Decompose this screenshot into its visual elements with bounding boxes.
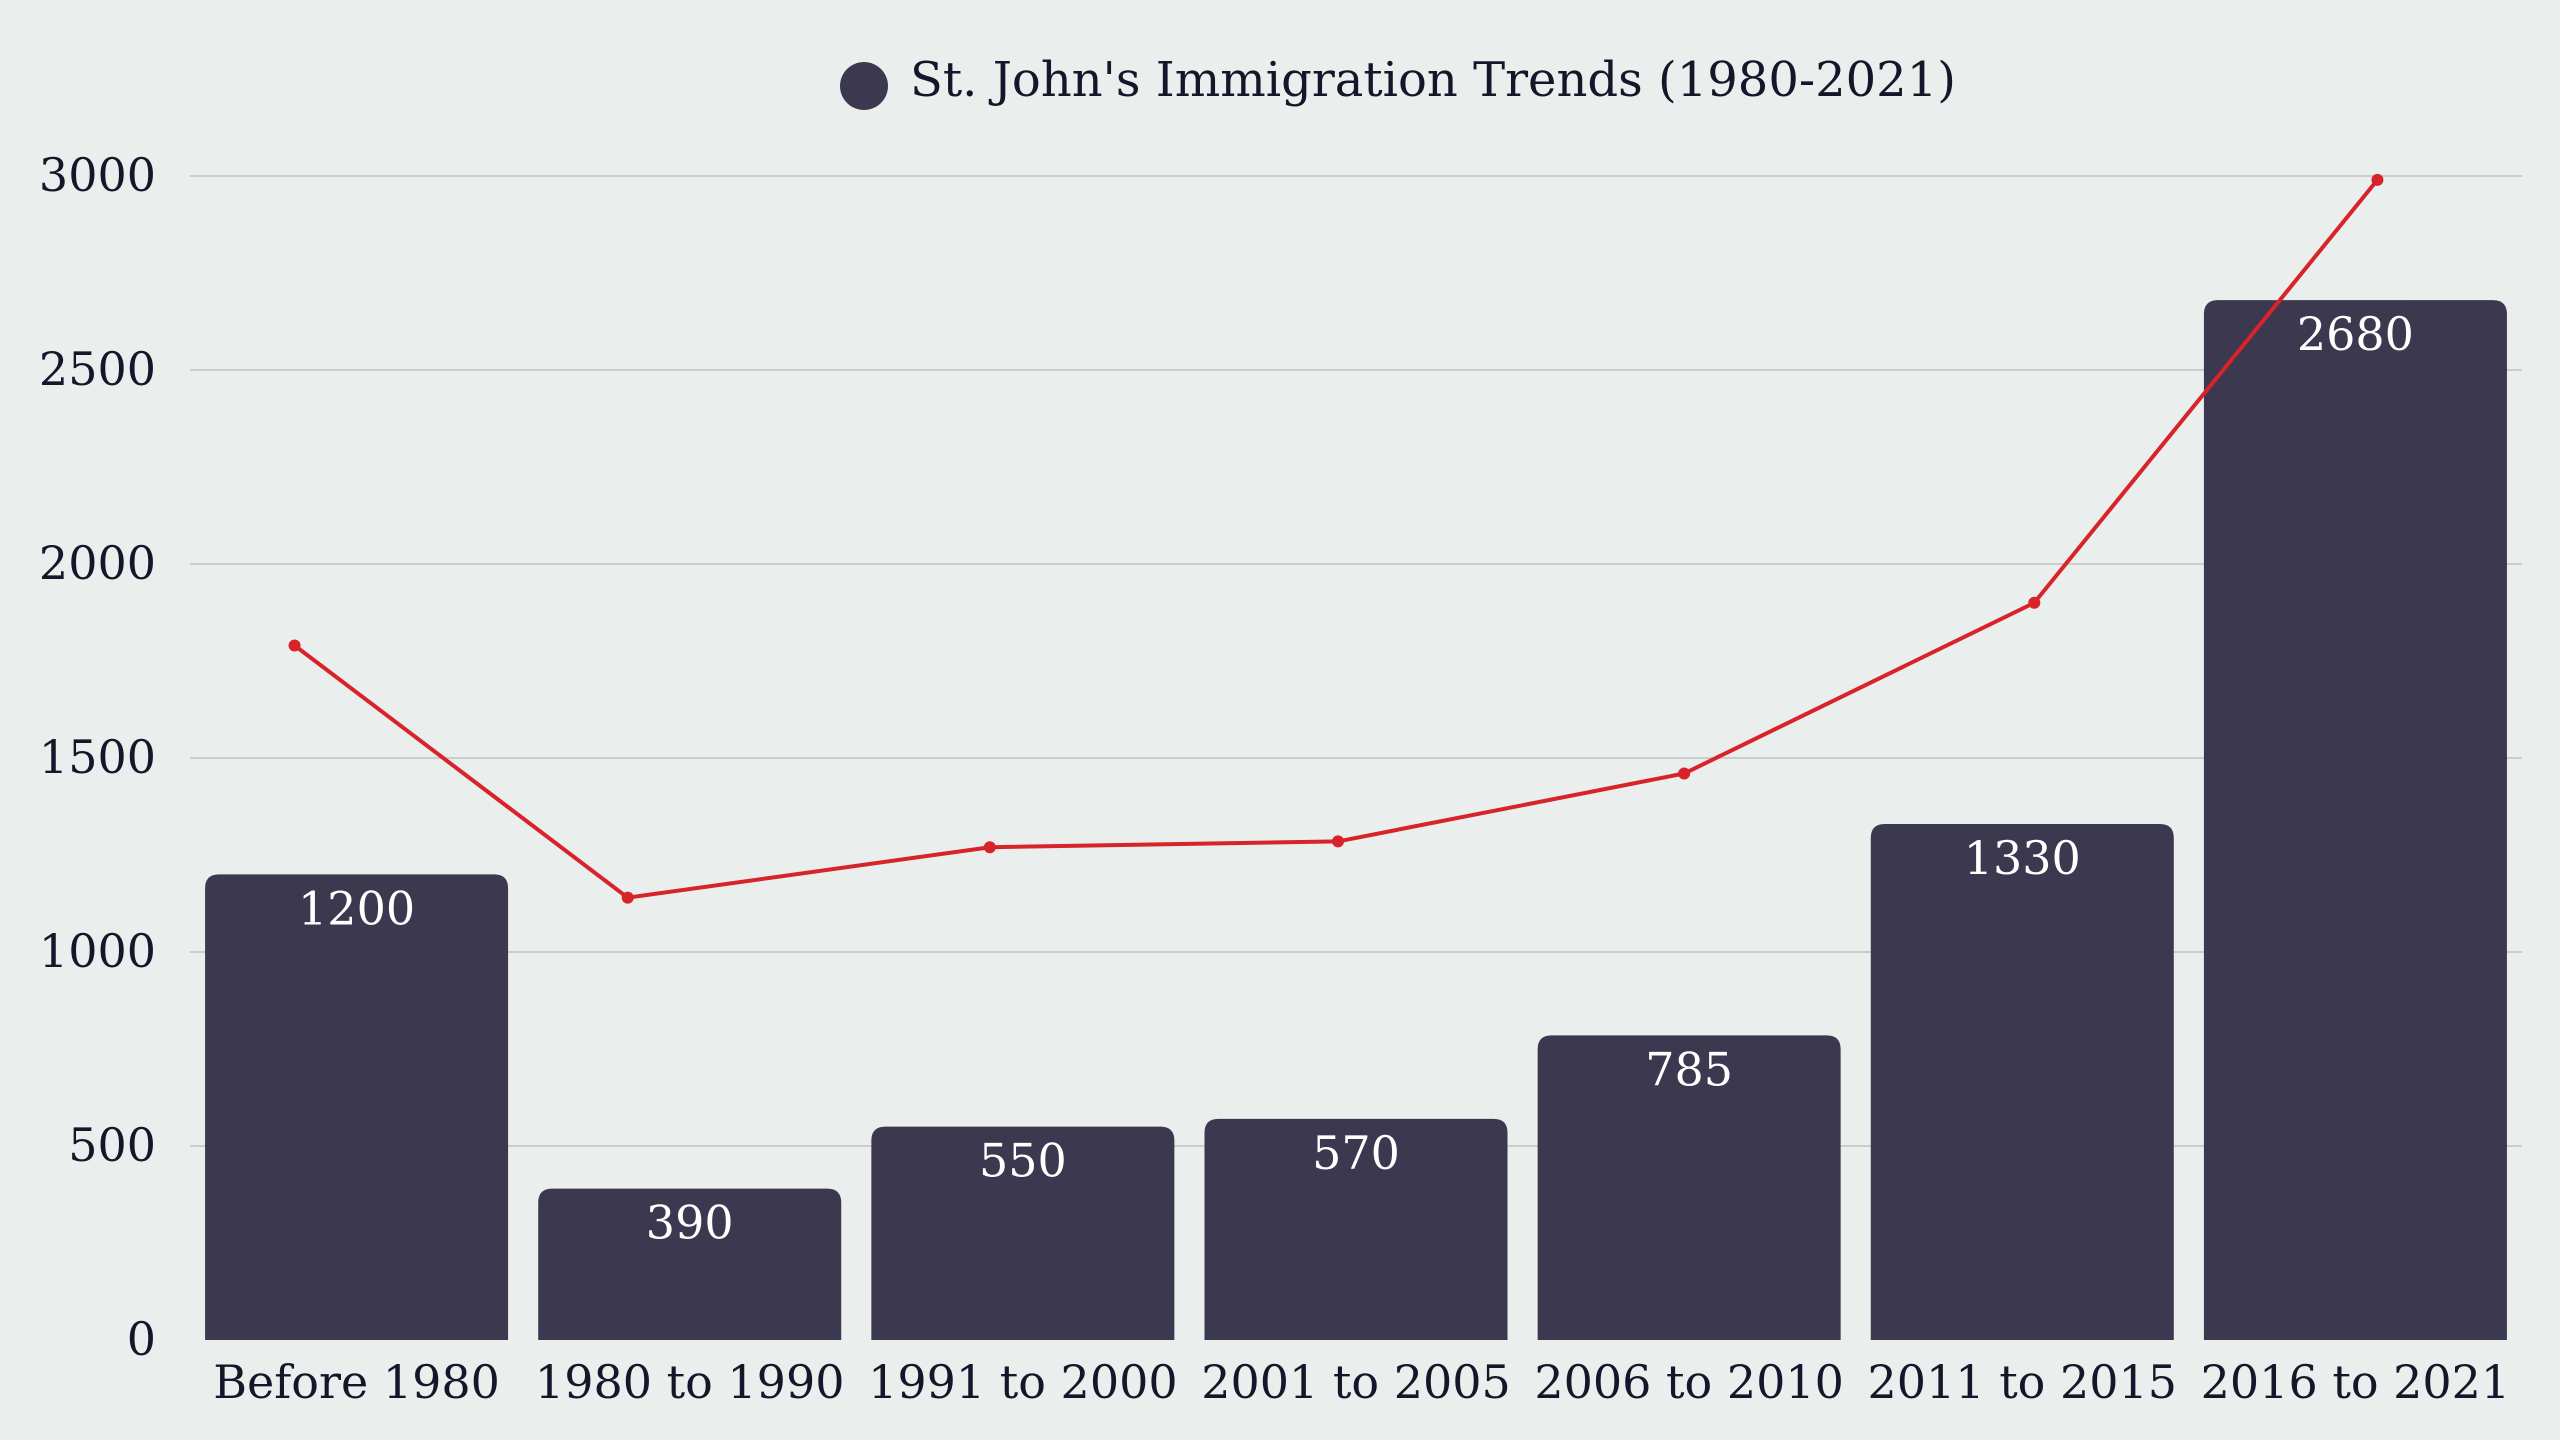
x-tick-label: 2001 to 2005 (1201, 1355, 1511, 1409)
legend: St. John's Immigration Trends (1980-2021… (840, 52, 1956, 110)
trend-line-point (2028, 596, 2041, 609)
x-tick-label: 1980 to 1990 (535, 1355, 845, 1409)
y-tick-label: 2000 (39, 536, 156, 590)
x-tick-label: Before 1980 (213, 1355, 500, 1409)
trend-line-point (621, 891, 634, 904)
trend-line-point (983, 841, 996, 854)
bar (1204, 1118, 1508, 1340)
x-tick-label: 1991 to 2000 (868, 1355, 1178, 1409)
x-tick-label: 2016 to 2021 (2201, 1355, 2511, 1409)
bar (538, 1188, 842, 1340)
bar-data-label: 1200 (298, 881, 415, 935)
bar (205, 874, 509, 1340)
trend-line (288, 173, 2384, 904)
bar (1870, 823, 2174, 1340)
trend-line-point (1678, 767, 1691, 780)
trend-line-point (1332, 835, 1344, 848)
x-tick-label: 2011 to 2015 (1868, 1355, 2178, 1409)
bar (2203, 300, 2507, 1340)
bar-data-label: 570 (1312, 1126, 1400, 1180)
bar-data-label: 2680 (2297, 307, 2414, 361)
y-tick-label: 0 (127, 1312, 156, 1366)
y-tick-label: 3000 (39, 148, 156, 202)
y-axis-tick-labels: 0 500 1000 1500 2000 2500 3000 (39, 148, 156, 1366)
bar-data-labels: 1200 390 550 570 785 1330 2680 (298, 307, 2414, 1250)
gridlines (190, 175, 2522, 1147)
bar (1537, 1035, 1841, 1340)
bars (205, 300, 2507, 1340)
bar (871, 1126, 1175, 1340)
y-tick-label: 500 (68, 1118, 156, 1172)
legend-marker (840, 62, 888, 110)
bar-data-label: 785 (1645, 1042, 1733, 1096)
y-tick-label: 1000 (39, 924, 156, 978)
bar-data-label: 1330 (1964, 831, 2081, 885)
x-tick-label: 2006 to 2010 (1534, 1355, 1844, 1409)
bar-data-label: 390 (646, 1196, 734, 1250)
trend-line-point (288, 639, 301, 652)
y-tick-label: 2500 (39, 342, 156, 396)
bar-data-label: 550 (979, 1134, 1067, 1188)
y-tick-label: 1500 (39, 730, 156, 784)
trend-line-point (2371, 173, 2384, 186)
x-axis-tick-labels: Before 1980 1980 to 1990 1991 to 2000 2001 … (213, 1355, 2510, 1409)
legend-label: St. John's Immigration Trends (1980-2021… (910, 52, 1956, 108)
